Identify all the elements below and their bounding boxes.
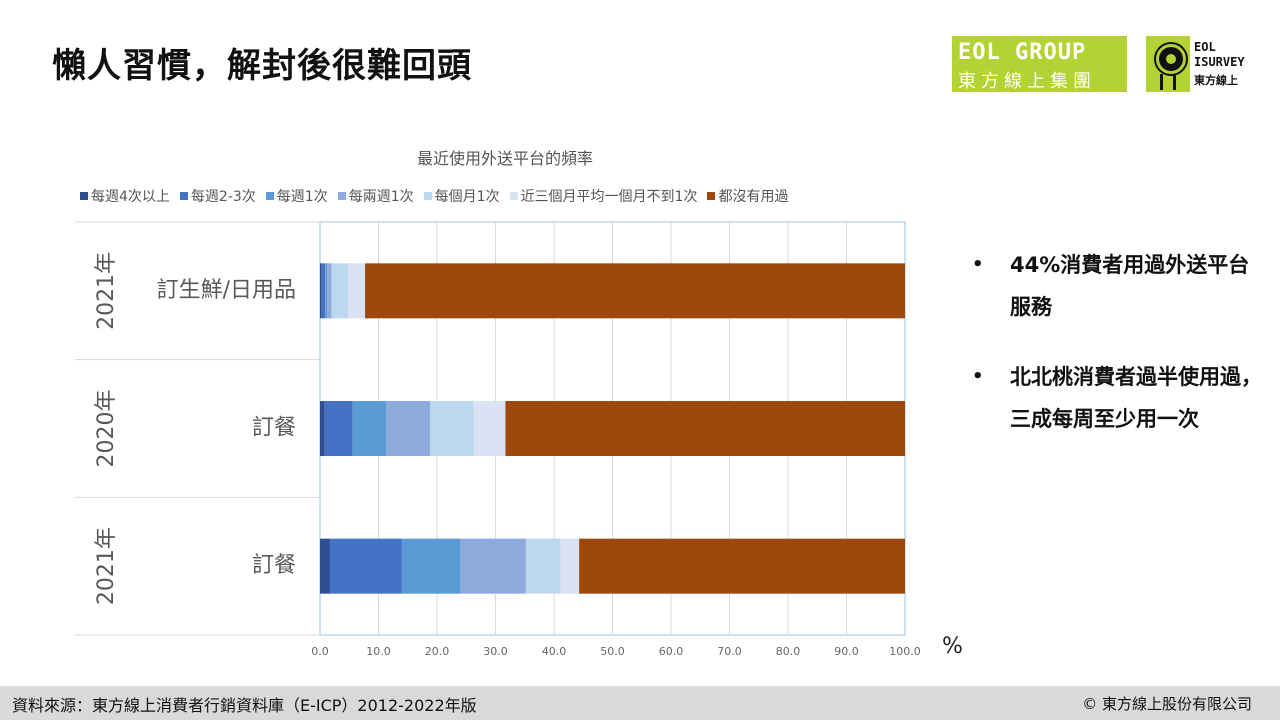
x-tick-label: 100.0 bbox=[889, 645, 921, 658]
slide-title: 懶人習慣，解封後很難回頭 bbox=[52, 46, 472, 86]
bar-segment bbox=[386, 401, 430, 456]
legend-swatch bbox=[337, 192, 346, 200]
bar-segment bbox=[325, 263, 328, 319]
legend-item: 每兩週1次 bbox=[337, 186, 414, 206]
bar-segment bbox=[331, 263, 349, 319]
bar-segment bbox=[525, 538, 561, 594]
bar-segment bbox=[348, 263, 366, 319]
bar-segment bbox=[321, 263, 326, 319]
year-group-label: 2020年 bbox=[94, 390, 119, 468]
bar-segment bbox=[473, 401, 506, 456]
legend-label: 每週4次以上 bbox=[91, 189, 170, 205]
year-group-label: 2021年 bbox=[94, 527, 119, 605]
bar-segment bbox=[505, 401, 905, 456]
bullet-dot-icon: • bbox=[972, 254, 984, 275]
legend-label: 每週1次 bbox=[276, 189, 328, 205]
bar-segment bbox=[401, 538, 461, 594]
x-tick-label: 90.0 bbox=[834, 645, 859, 658]
finding-1: • 44%消費者用過外送平台服務 bbox=[972, 244, 1262, 328]
x-tick-label: 40.0 bbox=[542, 645, 567, 658]
x-tick-label: 0.0 bbox=[311, 645, 329, 658]
key-findings: • 44%消費者用過外送平台服務 • 北北桃消費者過半使用過，三成每周至少用一次 bbox=[972, 244, 1262, 468]
category-label: 訂生鮮/日用品 bbox=[157, 278, 296, 303]
legend-label: 每週2-3次 bbox=[190, 189, 256, 205]
bullet-dot-icon: • bbox=[972, 366, 984, 387]
legend-item: 每週1次 bbox=[265, 186, 328, 206]
x-unit-label: % bbox=[942, 634, 963, 659]
bar-segment bbox=[579, 538, 905, 594]
legend-label: 每兩週1次 bbox=[348, 189, 414, 205]
x-tick-label: 50.0 bbox=[600, 645, 625, 658]
bar-segment bbox=[327, 263, 332, 319]
legend-item: 近三個月平均一個月不到1次 bbox=[509, 186, 698, 206]
isurvey-line3: 東方線上 bbox=[1194, 74, 1238, 87]
footer-bar: 資料來源：東方線上消費者行銷資料庫（E-ICP）2012-2022年版 © 東方… bbox=[0, 686, 1280, 720]
bar-segment bbox=[320, 538, 330, 594]
legend-swatch bbox=[509, 192, 518, 200]
legend-item: 都沒有用過 bbox=[707, 186, 788, 206]
x-tick-label: 80.0 bbox=[776, 645, 801, 658]
legend-item: 每週2-3次 bbox=[179, 186, 256, 206]
finding-2: • 北北桃消費者過半使用過，三成每周至少用一次 bbox=[972, 356, 1262, 440]
category-label: 訂餐 bbox=[252, 416, 296, 441]
finding-2-text: 北北桃消費者過半使用過，三成每周至少用一次 bbox=[1010, 365, 1262, 431]
eol-logo-line2: 東方線上集團 bbox=[958, 71, 1096, 92]
bar-segment bbox=[320, 263, 322, 319]
legend-swatch bbox=[80, 192, 88, 200]
figure-legs-icon bbox=[1160, 74, 1176, 90]
isurvey-line1: EOL bbox=[1194, 40, 1216, 54]
eol-group-logo: EOL GROUP 東方線上集團 bbox=[952, 36, 1127, 92]
bar-segment bbox=[429, 401, 474, 456]
legend-item: 每週4次以上 bbox=[80, 186, 170, 206]
legend-label: 都沒有用過 bbox=[718, 189, 789, 205]
x-tick-label: 30.0 bbox=[483, 645, 508, 658]
x-tick-label: 10.0 bbox=[366, 645, 391, 658]
legend-swatch bbox=[265, 192, 274, 200]
chart-legend: 每週4次以上 每週2-3次 每週1次 每兩週1次 每個月1次 近三個月平均一個月不到1次 都… bbox=[80, 186, 788, 206]
bar-segment bbox=[329, 538, 402, 594]
bar-segment bbox=[352, 401, 387, 456]
legend-swatch bbox=[707, 192, 716, 200]
bar-segment bbox=[365, 263, 905, 319]
year-group-label: 2021年 bbox=[94, 252, 119, 330]
eol-logo-line1: EOL GROUP bbox=[958, 40, 1087, 65]
finding-1-text: 44%消費者用過外送平台服務 bbox=[1010, 253, 1250, 319]
x-tick-label: 60.0 bbox=[659, 645, 684, 658]
legend-swatch bbox=[179, 192, 188, 200]
data-source: 資料來源：東方線上消費者行銷資料庫（E-ICP）2012-2022年版 bbox=[12, 696, 477, 715]
chart-title: 最近使用外送平台的頻率 bbox=[416, 149, 593, 168]
isurvey-logo: EOL ISURVEY 東方線上 bbox=[1146, 36, 1256, 92]
x-tick-label: 20.0 bbox=[425, 645, 450, 658]
isurvey-line2: ISURVEY bbox=[1194, 55, 1245, 69]
legend-swatch bbox=[423, 192, 432, 200]
category-label: 訂餐 bbox=[252, 553, 296, 578]
x-tick-label: 70.0 bbox=[717, 645, 742, 658]
bar-segment bbox=[460, 538, 526, 594]
eye-icon bbox=[1156, 44, 1186, 74]
bar-segment bbox=[560, 538, 580, 594]
bar-segment bbox=[324, 401, 353, 456]
legend-label: 每個月1次 bbox=[434, 189, 500, 205]
copyright: © 東方線上股份有限公司 bbox=[1082, 695, 1252, 713]
legend-item: 每個月1次 bbox=[423, 186, 500, 206]
bar-segment bbox=[320, 401, 325, 456]
isurvey-mark bbox=[1146, 36, 1190, 92]
legend-label: 近三個月平均一個月不到1次 bbox=[520, 189, 698, 205]
